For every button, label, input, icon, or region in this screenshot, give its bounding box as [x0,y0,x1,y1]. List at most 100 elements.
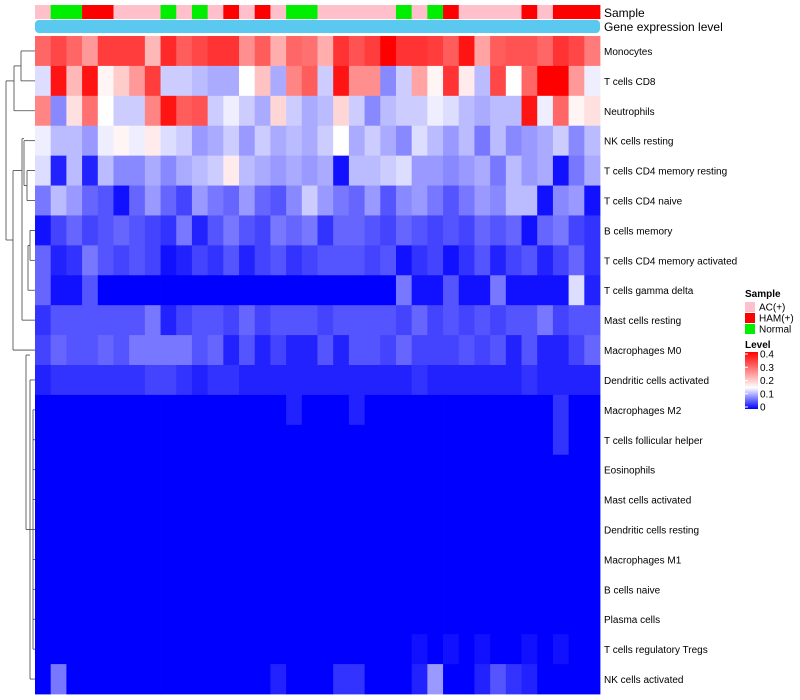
heatmap-cell [239,424,256,456]
heatmap-cell [380,245,397,276]
heatmap-cell [474,275,491,306]
sample-annotation-cell [254,5,271,19]
heatmap-cell [254,36,271,67]
heatmap-cell [239,335,256,366]
heatmap-cell [490,365,507,396]
heatmap-cell [254,514,271,545]
heatmap-cell [254,634,271,665]
heatmap-cell [239,544,256,575]
heatmap-cell [176,634,193,665]
heatmap-cell [443,305,460,336]
heatmap-cell [380,65,397,97]
heatmap-cell [129,604,146,635]
heatmap-cell [411,335,428,366]
heatmap-cell [348,514,365,545]
heatmap-cell [50,604,67,635]
heatmap-cell [97,36,114,67]
heatmap-cell [254,185,271,216]
heatmap-cell [443,215,460,246]
heatmap-cell [239,185,256,216]
sample-annotation-cell [395,5,413,19]
heatmap-cell [333,275,350,306]
heatmap-cell [427,185,444,216]
heatmap-cell [348,335,365,366]
heatmap-cell [348,484,365,515]
heatmap-cell [160,604,177,635]
heatmap-cell [552,484,570,515]
heatmap-cell [176,335,193,366]
heatmap-cell [144,305,161,336]
heatmap-cell [474,634,491,665]
heatmap-cell [207,484,224,515]
heatmap-cell [568,514,585,545]
heatmap-cell [333,365,350,396]
heatmap-cell [458,65,475,97]
heatmap-cell [521,275,538,306]
heatmap-cell [66,305,83,336]
heatmap-cell [443,454,460,486]
heatmap-cell [113,36,130,67]
heatmap-cell [144,394,161,426]
heatmap-cell [97,514,114,545]
heatmap-cell [129,394,146,426]
heatmap-cell [129,36,146,67]
legend-level-tick-label: 0.4 [760,350,774,361]
heatmap-cell [207,514,224,545]
heatmap-cell [490,574,507,605]
heatmap-cell [395,65,413,97]
heatmap-cell [286,365,303,396]
heatmap-cell [537,95,554,127]
heatmap-cell [270,215,287,246]
heatmap-cell [364,36,381,67]
heatmap-cell [395,394,413,426]
sample-annotation-cell [97,5,114,19]
heatmap-cell [443,394,460,426]
heatmap-cell [474,65,491,97]
heatmap-cell [113,544,130,575]
heatmap-cell [301,574,318,605]
heatmap-cell [66,634,83,665]
heatmap-cell [113,215,130,246]
heatmap-cell [207,275,224,306]
heatmap-cell [144,275,161,306]
row-dendrogram [5,50,35,680]
heatmap-cell [584,305,601,336]
heatmap-cell [254,65,271,97]
heatmap-cell [395,484,413,515]
heatmap-cell [333,544,350,575]
heatmap-cell [505,365,522,396]
heatmap-cell [427,394,444,426]
heatmap-cell [301,454,318,486]
heatmap-cell [97,634,114,665]
heatmap-cell [537,275,554,306]
heatmap-cell [286,514,303,545]
heatmap-cell [286,36,303,67]
heatmap-cell [223,365,240,396]
heatmap-cell [97,454,114,486]
heatmap-cell [270,424,287,456]
heatmap-cell [521,394,538,426]
heatmap-cell [364,365,381,396]
heatmap-cell [458,604,475,635]
heatmap-cell [395,155,413,186]
heatmap-cell [411,454,428,486]
heatmap-cell [270,544,287,575]
sample-annotation-cell [50,5,67,19]
heatmap-cell [223,215,240,246]
heatmap-cell [490,394,507,426]
heatmap-cell [239,634,256,665]
heatmap-cell [35,604,52,635]
sample-annotation-cell [333,5,350,19]
heatmap-cell [552,634,570,665]
heatmap-cell [254,664,271,695]
heatmap-cell [552,544,570,575]
heatmap-cell [286,335,303,366]
heatmap-cell [411,604,428,635]
heatmap-cell [364,454,381,486]
heatmap-cell [301,634,318,665]
sample-annotation-cell [223,5,240,19]
heatmap-cell [50,215,67,246]
heatmap-cell [66,544,83,575]
heatmap-cell [427,65,444,97]
heatmap-cell [207,604,224,635]
